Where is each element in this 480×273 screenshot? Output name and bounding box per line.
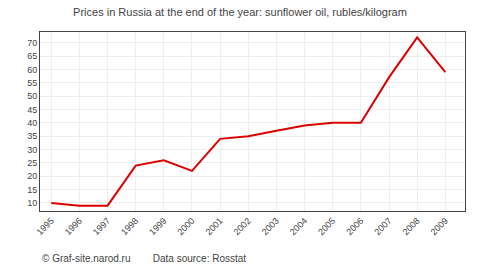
- svg-text:1999: 1999: [147, 216, 168, 237]
- svg-text:2006: 2006: [344, 216, 365, 237]
- svg-text:25: 25: [27, 158, 37, 168]
- svg-text:55: 55: [27, 78, 37, 88]
- svg-text:65: 65: [27, 51, 37, 61]
- svg-text:1995: 1995: [35, 216, 56, 237]
- svg-text:2008: 2008: [401, 216, 422, 237]
- svg-text:2002: 2002: [232, 216, 253, 237]
- svg-text:2003: 2003: [260, 216, 281, 237]
- svg-text:10: 10: [27, 198, 37, 208]
- svg-text:Prices in Russia at the end of: Prices in Russia at the end of the year:…: [73, 6, 407, 18]
- svg-text:© Graf-site.narod.ru Da: © Graf-site.narod.ru Data source: Rossta…: [42, 253, 246, 264]
- svg-text:1998: 1998: [119, 216, 140, 237]
- svg-text:2005: 2005: [316, 216, 337, 237]
- svg-text:2009: 2009: [429, 216, 450, 237]
- svg-text:45: 45: [27, 105, 37, 115]
- svg-text:30: 30: [27, 145, 37, 155]
- svg-text:2001: 2001: [203, 216, 224, 237]
- svg-text:15: 15: [27, 185, 37, 195]
- svg-text:70: 70: [27, 38, 37, 48]
- svg-text:40: 40: [27, 118, 37, 128]
- svg-text:1997: 1997: [91, 216, 112, 237]
- svg-text:50: 50: [27, 91, 37, 101]
- svg-text:60: 60: [27, 65, 37, 75]
- svg-text:1996: 1996: [63, 216, 84, 237]
- svg-text:2000: 2000: [175, 216, 196, 237]
- svg-text:35: 35: [27, 131, 37, 141]
- svg-text:2007: 2007: [372, 216, 393, 237]
- svg-text:2004: 2004: [288, 216, 309, 237]
- svg-text:20: 20: [27, 171, 37, 181]
